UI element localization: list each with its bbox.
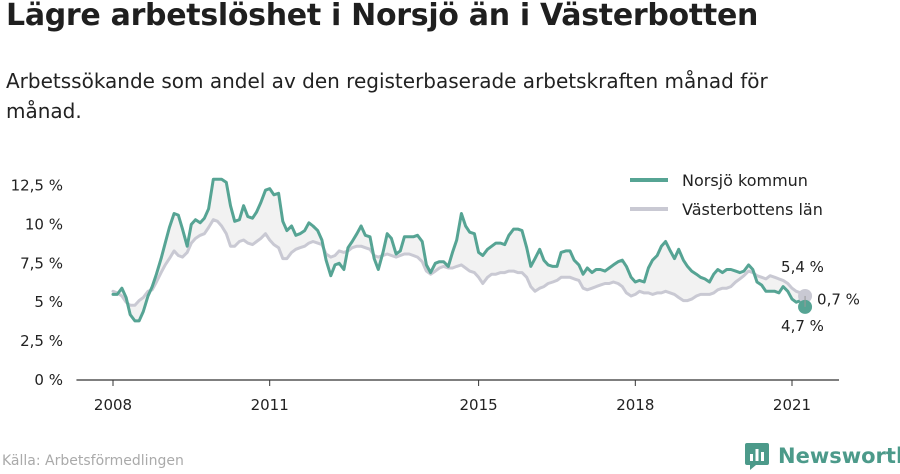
series-line-vasterbotten [111,218,807,307]
difference-area [113,179,806,321]
legend-background [622,166,858,228]
x-tick-label: 2008 [94,396,132,414]
x-tick-label: 2018 [616,396,654,414]
chart-title: Lägre arbetslöshet i Norsjö än i Västerb… [6,0,759,33]
vasterbotten-end-label: 5,4 % [781,258,824,276]
end-annotations: 5,4 % 4,7 % 0,7 % [781,258,860,335]
series-lines [111,177,807,323]
axes: 2008 2011 2015 2018 2021 0 % 2,5 % 5 % 7,5 % 10 %… [11,177,840,414]
x-tick-label: 2021 [773,396,811,414]
legend-label: Västerbottens län [682,200,823,219]
newsworthy-logo-icon [745,443,769,470]
chart-subtitle: Arbetssökande som andel av den registerb… [6,69,768,123]
x-tick-label: 2011 [251,396,289,414]
norsjo-end-label: 4,7 % [781,317,824,335]
y-tick-label: 10 % [25,215,63,233]
y-tick-label: 12,5 % [11,177,63,195]
difference-fill [113,179,806,321]
series-line-norsjo [111,177,807,323]
y-tick-label: 5 % [34,293,63,311]
brand-name: Newsworthy [778,444,900,468]
y-tick-label: 0 % [34,371,63,389]
legend-label: Norsjö kommun [682,171,808,190]
y-tick-label: 2,5 % [20,332,63,350]
newsworthy-brand[interactable]: Newsworthy [744,440,900,472]
x-tick-label: 2015 [460,396,498,414]
legend: Norsjö kommun Västerbottens län [622,166,858,228]
source-note: Källa: Arbetsförmedlingen [2,453,184,469]
difference-label: 0,7 % [817,290,860,308]
y-tick-label: 7,5 % [20,254,63,272]
